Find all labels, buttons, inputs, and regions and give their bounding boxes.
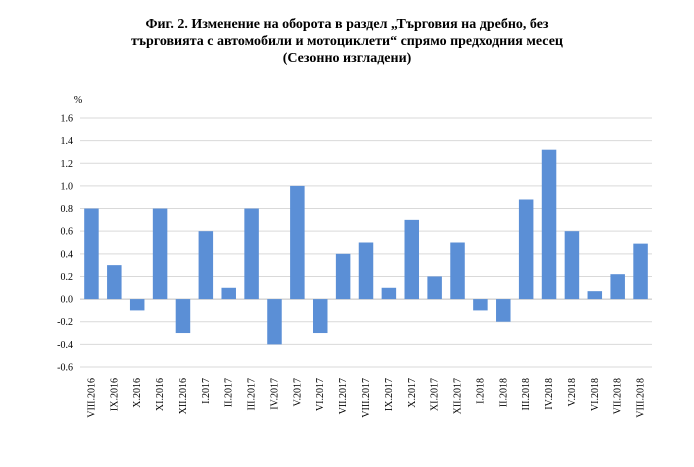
x-tick-label: VII.2018 xyxy=(613,378,624,414)
y-axis-ticks: 1.6 1.4 1.2 1.0 0.8 0.6 0.4 0.2 0.0 -0.2 -0.4 -0.6 xyxy=(57,114,73,374)
bar-IV.2017 xyxy=(267,299,282,345)
bar-III.2017 xyxy=(244,208,259,300)
x-tick-label: V.2018 xyxy=(567,378,578,406)
bar-XI.2016 xyxy=(152,208,168,300)
x-tick-label: XI.2017 xyxy=(430,378,441,411)
y-axis-unit-label: % xyxy=(74,95,82,106)
y-tick-label: 1.6 xyxy=(61,114,74,125)
bar-VI.2018 xyxy=(587,291,603,300)
x-tick-label: XII.2016 xyxy=(178,378,189,414)
bar-XII.2016 xyxy=(175,299,191,334)
x-tick-label: X.2017 xyxy=(407,378,418,408)
bar-VI.2017 xyxy=(312,299,328,334)
bars xyxy=(84,149,648,345)
y-tick-label: 0.0 xyxy=(61,295,74,306)
x-tick-label: I.2018 xyxy=(475,378,486,404)
x-tick-label: XI.2016 xyxy=(155,378,166,411)
bar-X.2016 xyxy=(129,299,145,311)
bar-I.2018 xyxy=(473,299,488,311)
y-tick-label: -0.2 xyxy=(57,317,73,328)
chart-title: Фиг. 2. Изменение на оборота в раздел „Т… xyxy=(0,16,694,67)
x-tick-label: XII.2017 xyxy=(453,378,464,414)
chart-title-line-1: Фиг. 2. Изменение на оборота в раздел „Т… xyxy=(145,17,549,32)
y-tick-label: 0.6 xyxy=(61,227,74,238)
x-axis-labels: VIII.2016 IX.2016 X.2016 XI.2016 XII.2016 I.2… xyxy=(86,378,646,418)
bar-IV.2018 xyxy=(541,149,557,300)
bar-V.2017 xyxy=(290,185,305,300)
x-tick-label: X.2016 xyxy=(132,378,143,408)
x-tick-label: VIII.2016 xyxy=(86,378,97,418)
x-tick-label: IX.2016 xyxy=(109,378,120,411)
y-tick-label: -0.6 xyxy=(57,363,73,374)
y-tick-label: 1.0 xyxy=(61,181,74,192)
bar-II.2018 xyxy=(496,299,511,322)
y-tick-label: 0.8 xyxy=(61,204,74,215)
y-tick-label: 0.2 xyxy=(61,272,74,283)
y-tick-label: 1.4 xyxy=(61,136,74,147)
bar-X.2017 xyxy=(404,219,420,300)
bar-VIII.2018 xyxy=(633,243,648,300)
bar-IX.2017 xyxy=(381,287,397,300)
x-tick-label: IX.2017 xyxy=(384,378,395,411)
bar-VII.2017 xyxy=(335,253,351,300)
chart-title-line-2: търговията с автомобили и мотоциклети“ с… xyxy=(131,34,563,49)
bar-VIII.2016 xyxy=(84,208,99,300)
bar-VIII.2017 xyxy=(358,242,374,300)
x-tick-label: VI.2017 xyxy=(315,378,326,411)
bar-I.2017 xyxy=(198,231,214,300)
x-tick-label: VII.2017 xyxy=(338,378,349,414)
x-tick-label: VI.2018 xyxy=(590,378,601,411)
x-tick-label: II.2018 xyxy=(498,378,509,407)
bar-II.2017 xyxy=(221,287,236,300)
x-tick-label: IV.2017 xyxy=(269,378,280,410)
bar-XII.2017 xyxy=(450,242,465,300)
y-tick-label: 0.4 xyxy=(61,249,74,260)
x-tick-label: V.2017 xyxy=(292,378,303,406)
x-tick-label: VIII.2017 xyxy=(361,378,372,418)
bar-III.2018 xyxy=(518,199,534,300)
x-tick-label: III.2018 xyxy=(521,378,532,411)
chart-title-line-3: (Сезонно изгладени) xyxy=(282,51,412,66)
bar-VII.2018 xyxy=(610,274,625,300)
bar-XI.2017 xyxy=(427,276,442,300)
x-tick-label: II.2017 xyxy=(224,378,235,407)
y-tick-label: 1.2 xyxy=(61,159,74,170)
x-tick-label: I.2017 xyxy=(201,378,212,404)
x-tick-label: IV.2018 xyxy=(544,378,555,410)
bar-IX.2016 xyxy=(107,265,122,300)
y-tick-label: -0.4 xyxy=(57,340,73,351)
x-tick-label: VIII.2018 xyxy=(636,378,647,418)
x-tick-label: III.2017 xyxy=(247,378,258,411)
bar-V.2018 xyxy=(564,231,580,300)
